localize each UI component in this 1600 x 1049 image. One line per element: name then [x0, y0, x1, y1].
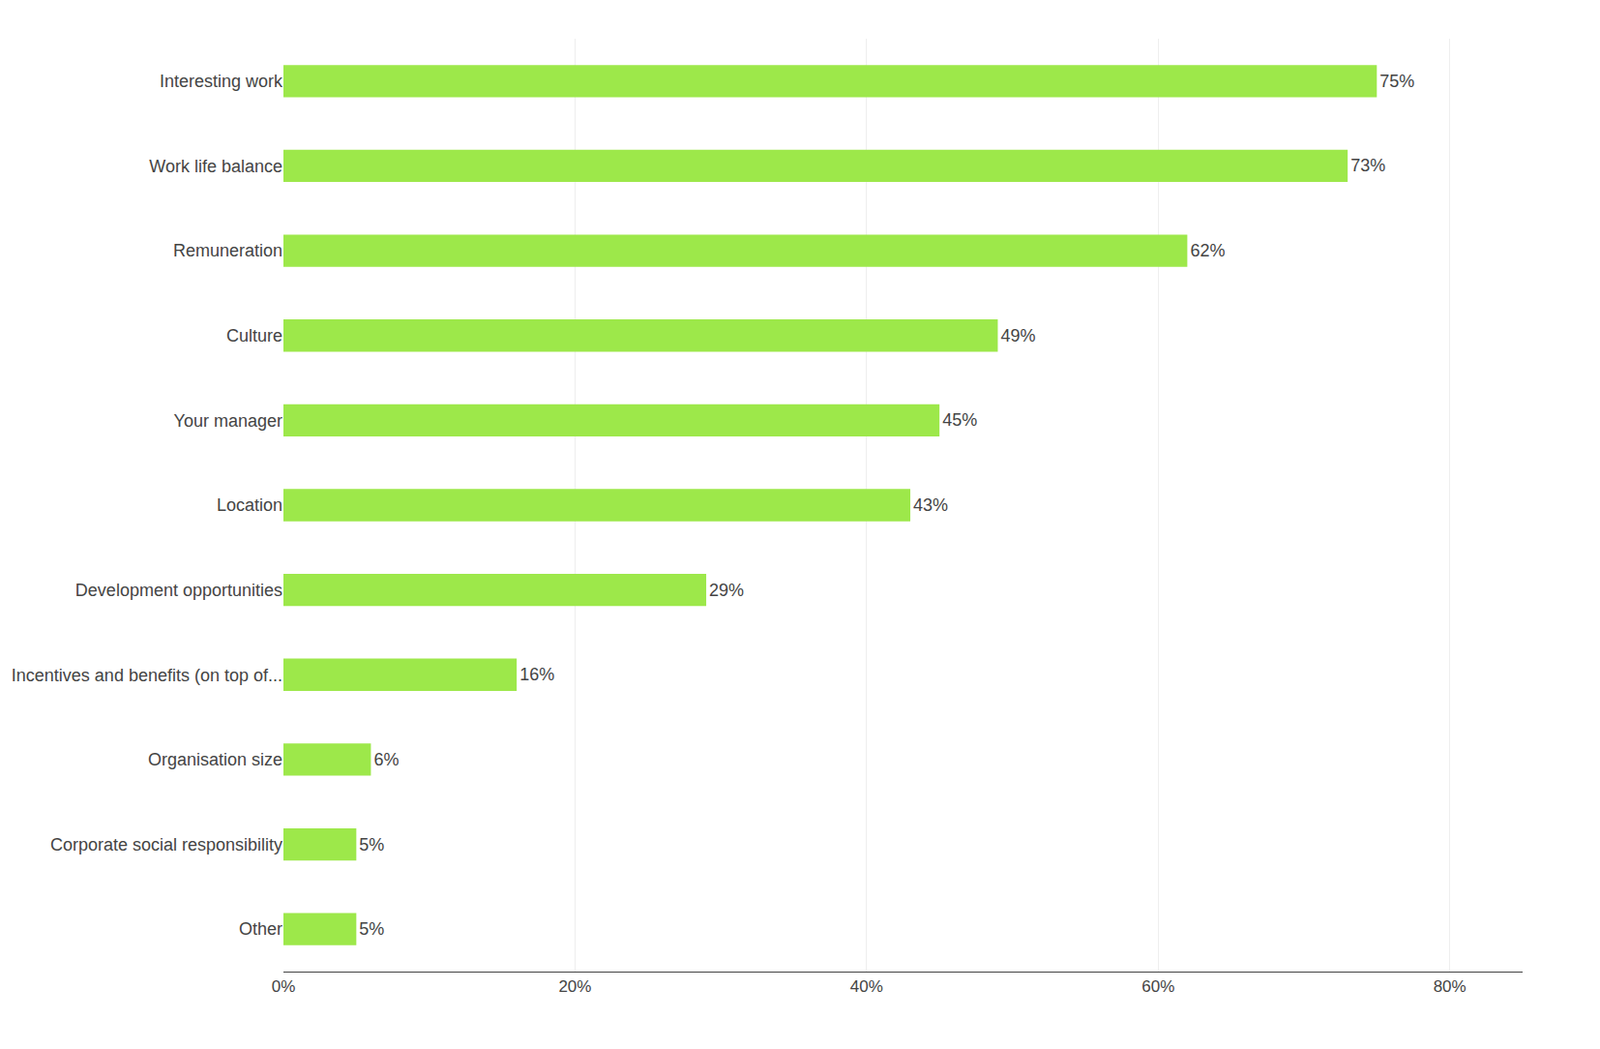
svg-text:Location: Location [216, 495, 283, 515]
svg-text:0%: 0% [271, 977, 297, 996]
svg-text:80%: 80% [1433, 977, 1467, 996]
svg-text:Incentives and benefits (on to: Incentives and benefits (on top of... [11, 665, 283, 685]
svg-text:5%: 5% [358, 834, 385, 855]
svg-text:29%: 29% [709, 580, 744, 600]
svg-text:6%: 6% [373, 749, 399, 770]
svg-text:Other: Other [238, 918, 283, 939]
svg-text:16%: 16% [519, 664, 555, 684]
svg-text:40%: 40% [850, 977, 884, 996]
svg-text:5%: 5% [358, 918, 385, 939]
svg-text:73%: 73% [1350, 155, 1386, 176]
svg-text:Corporate social responsibilit: Corporate social responsibility [50, 834, 283, 855]
svg-text:75%: 75% [1379, 71, 1415, 91]
svg-text:Organisation size: Organisation size [148, 749, 283, 770]
svg-text:45%: 45% [942, 410, 978, 430]
svg-text:Work life balance: Work life balance [148, 156, 283, 177]
svg-text:Culture: Culture [226, 325, 283, 346]
svg-text:60%: 60% [1141, 977, 1175, 996]
svg-text:43%: 43% [913, 495, 949, 515]
svg-text:49%: 49% [1000, 325, 1036, 346]
svg-text:Remuneration: Remuneration [173, 240, 283, 261]
svg-text:Your manager: Your manager [174, 411, 283, 431]
svg-text:20%: 20% [558, 977, 592, 996]
svg-text:62%: 62% [1189, 240, 1225, 261]
svg-text:Development opportunities: Development opportunities [75, 580, 283, 600]
svg-text:Interesting work: Interesting work [159, 71, 284, 91]
